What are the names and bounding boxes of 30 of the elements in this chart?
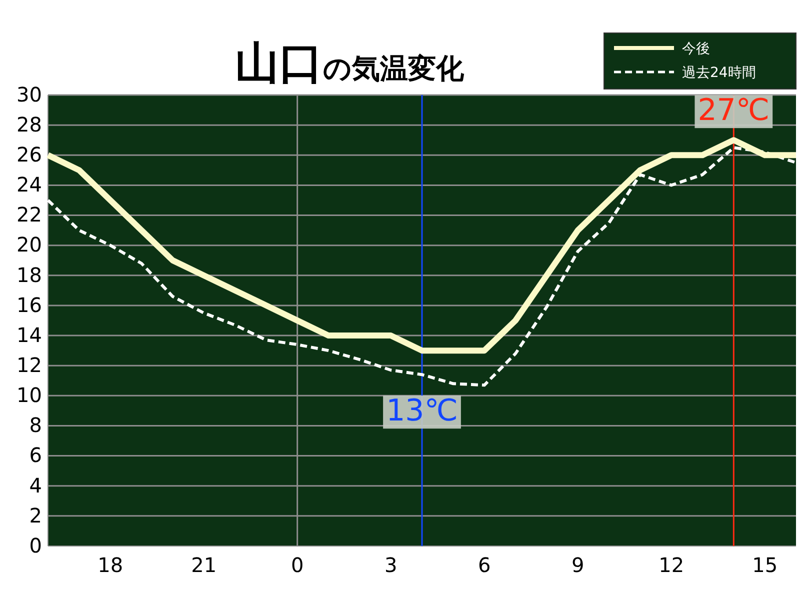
y-tick-label: 22 [16, 202, 42, 227]
y-tick-label: 18 [16, 262, 42, 287]
y-tick-label: 4 [29, 473, 42, 498]
legend-label: 今後 [682, 41, 710, 57]
line-series [46, 146, 798, 387]
chart-title: 山口の気温変化 [235, 38, 465, 89]
x-tick-label: 21 [191, 553, 217, 578]
y-tick-label: 12 [16, 353, 42, 377]
x-tick-label: 12 [658, 553, 684, 578]
x-tick-label: 18 [98, 553, 124, 578]
y-tick-label: 16 [16, 292, 42, 317]
y-tick-label: 26 [16, 142, 42, 167]
y-tick-label: 0 [29, 533, 42, 558]
y-tick-label: 20 [16, 232, 42, 257]
y-tick-label: 30 [16, 82, 42, 106]
ref-line-label: 27℃ [698, 93, 770, 128]
y-tick-label: 28 [16, 112, 42, 136]
y-tick-label: 2 [29, 503, 42, 528]
y-tick-label: 14 [16, 322, 42, 347]
x-tick-label: 0 [290, 553, 304, 578]
x-tick-label: 6 [478, 553, 491, 578]
x-tick-label: 15 [752, 553, 778, 578]
y-tick-label: 6 [29, 443, 42, 468]
y-tick-label: 10 [16, 383, 42, 408]
legend-label: 過去24時間 [682, 65, 756, 81]
y-tick-label: 24 [16, 172, 42, 197]
x-tick-label: 3 [384, 553, 398, 578]
y-tick-label: 8 [29, 413, 42, 438]
ref-line-label: 13℃ [386, 394, 458, 429]
x-tick-label: 9 [571, 553, 584, 578]
